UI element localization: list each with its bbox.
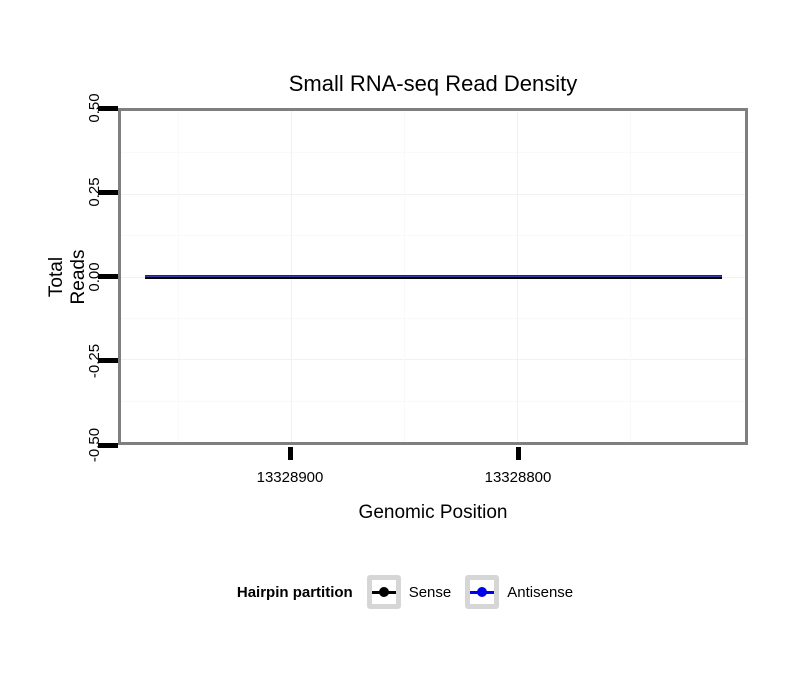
legend-label-antisense: Antisense	[507, 583, 574, 601]
legend-key-antisense	[465, 575, 500, 609]
gridline-h-major	[121, 193, 745, 195]
y-tick-label: -0.25	[86, 343, 103, 378]
x-axis-title: Genomic Position	[358, 502, 508, 523]
sense-point-icon	[378, 587, 389, 597]
y-tick-label: -0.50	[86, 427, 103, 463]
legend-label-sense: Sense	[408, 583, 452, 601]
antisense-point-icon	[477, 587, 488, 597]
y-tick-label: 0.50	[86, 93, 103, 123]
y-tick-mark	[98, 105, 118, 111]
y-tick-mark	[98, 358, 118, 364]
x-tick-label: 13328900	[256, 469, 324, 486]
y-axis-title: Total Reads	[46, 249, 89, 305]
read-density-line-y0	[145, 274, 722, 279]
x-tick-mark	[287, 447, 293, 460]
legend: Hairpin partition Sense Antisense	[0, 573, 810, 611]
gridline-h-minor	[121, 400, 745, 402]
gridline-h-major	[121, 359, 745, 361]
gridline-h-minor	[121, 317, 745, 319]
y-tick-mark	[98, 442, 118, 448]
x-tick-mark	[515, 447, 521, 460]
y-tick-mark	[98, 189, 118, 195]
y-tick-label: 0.25	[86, 177, 103, 207]
legend-title: Hairpin partition	[236, 583, 353, 601]
legend-key-sense	[366, 575, 401, 609]
y-tick-mark	[98, 274, 118, 279]
gridline-h-minor	[121, 235, 745, 237]
gridline-h-minor	[121, 152, 745, 154]
chart-title: Small RNA-seq Read Density	[288, 71, 578, 96]
x-tick-label: 13328800	[484, 469, 552, 486]
plot-panel	[118, 108, 748, 445]
